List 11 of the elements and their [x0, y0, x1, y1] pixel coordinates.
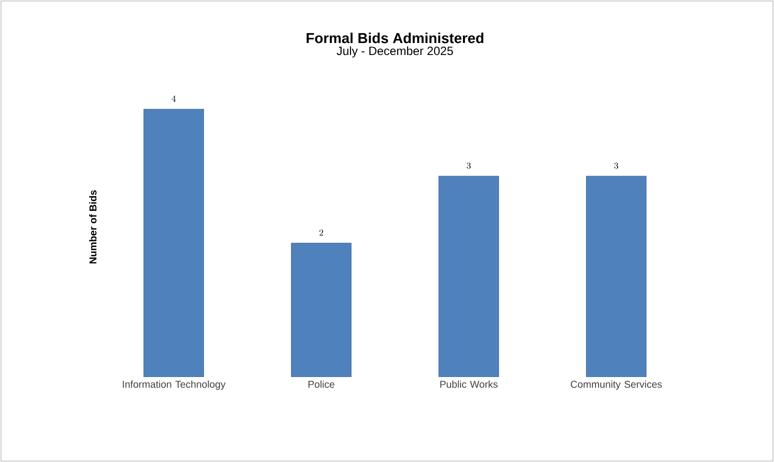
x-tick-label: Community Services	[570, 380, 662, 390]
y-axis-title: Number of Bids	[89, 190, 96, 264]
x-tick-label: Information Technology	[122, 380, 226, 390]
data-label: 4	[172, 96, 176, 102]
chart-title: Formal Bids Administered	[306, 32, 484, 44]
data-label: 3	[466, 162, 471, 169]
data-label: 2	[319, 230, 324, 236]
chart-subtitle: July - December 2025	[336, 46, 453, 58]
data-label: 3	[614, 162, 618, 169]
x-tick-label: Police	[308, 380, 334, 388]
x-tick-label: Public Works	[440, 380, 498, 388]
